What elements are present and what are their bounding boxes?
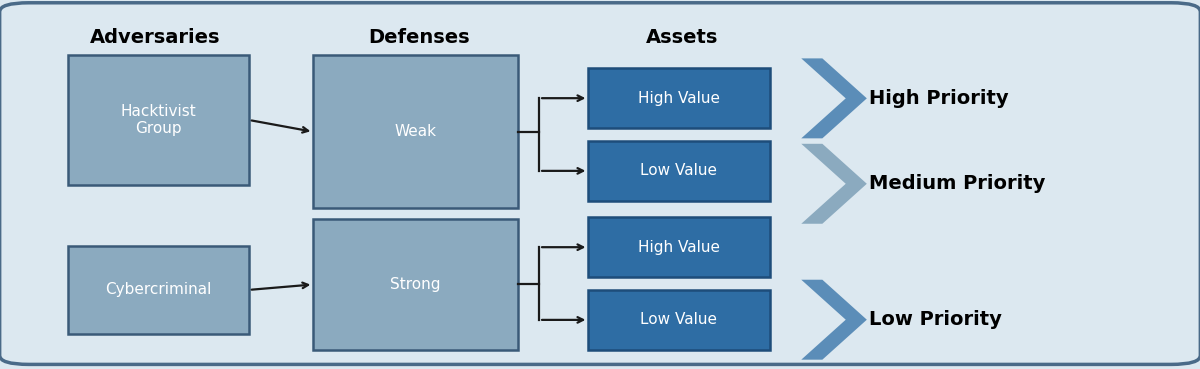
Text: Low Value: Low Value <box>641 163 718 178</box>
Polygon shape <box>802 280 866 360</box>
FancyBboxPatch shape <box>0 3 1200 365</box>
Text: Hacktivist
Group: Hacktivist Group <box>120 104 196 136</box>
Text: Medium Priority: Medium Priority <box>869 174 1045 193</box>
FancyBboxPatch shape <box>588 141 769 201</box>
FancyBboxPatch shape <box>588 68 769 128</box>
FancyBboxPatch shape <box>67 246 248 334</box>
Text: High Value: High Value <box>638 91 720 106</box>
Text: Weak: Weak <box>395 124 437 139</box>
FancyBboxPatch shape <box>67 55 248 184</box>
Polygon shape <box>802 58 866 138</box>
Text: High Priority: High Priority <box>869 89 1009 108</box>
Text: High Value: High Value <box>638 240 720 255</box>
Polygon shape <box>802 144 866 224</box>
Text: Adversaries: Adversaries <box>90 28 221 47</box>
FancyBboxPatch shape <box>313 219 518 350</box>
FancyBboxPatch shape <box>313 55 518 208</box>
Text: Strong: Strong <box>390 277 440 292</box>
Text: Assets: Assets <box>646 28 718 47</box>
FancyBboxPatch shape <box>588 217 769 277</box>
Text: Low Value: Low Value <box>641 313 718 327</box>
Text: Defenses: Defenses <box>367 28 469 47</box>
FancyBboxPatch shape <box>588 290 769 350</box>
Text: Low Priority: Low Priority <box>869 310 1002 329</box>
Text: Cybercriminal: Cybercriminal <box>106 282 211 297</box>
